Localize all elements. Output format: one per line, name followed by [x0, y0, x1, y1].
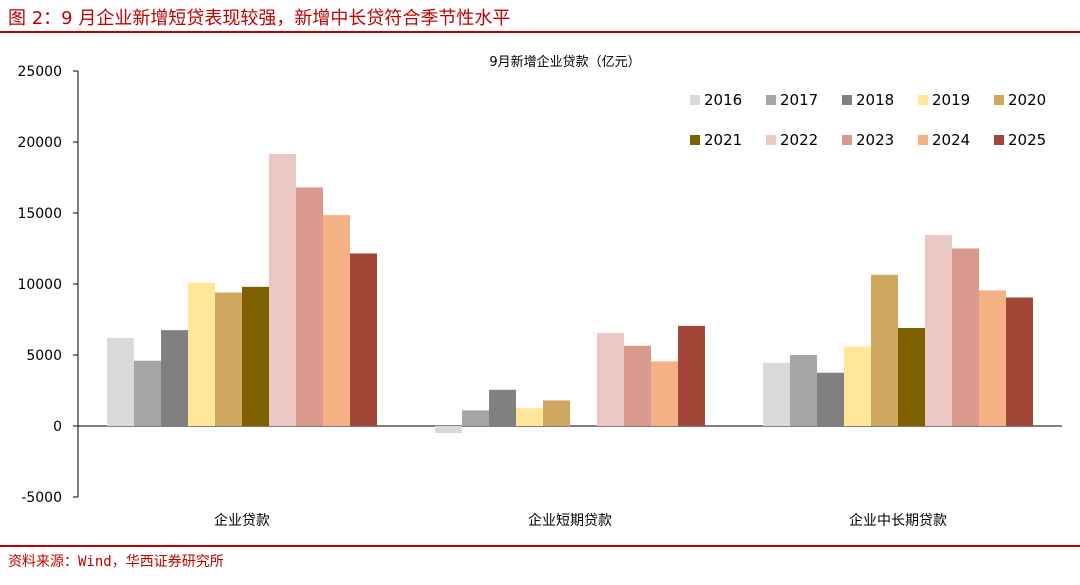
y-tick-label: 25000 — [17, 64, 62, 80]
source-note: 资料来源：Wind，华西证券研究所 — [8, 554, 224, 570]
legend-label-2018: 2018 — [856, 91, 894, 109]
bar-2025-2 — [1006, 297, 1033, 426]
bars — [107, 154, 1033, 434]
legend-swatch-2024 — [918, 135, 928, 145]
bar-2024-1 — [651, 361, 678, 426]
bar-2020-0 — [215, 292, 242, 426]
legend-label-2024: 2024 — [932, 131, 970, 149]
legend-label-2023: 2023 — [856, 131, 894, 149]
legend-swatch-2021 — [690, 135, 700, 145]
bar-2018-2 — [817, 372, 844, 426]
legend-swatch-2016 — [690, 95, 700, 105]
legend-swatch-2019 — [918, 95, 928, 105]
bar-2025-0 — [350, 253, 377, 426]
bar-2018-0 — [161, 330, 188, 426]
bar-2016-1 — [435, 426, 462, 434]
y-tick-label: -5000 — [21, 490, 62, 506]
y-tick-label: 0 — [53, 419, 62, 435]
bar-2020-2 — [871, 274, 898, 426]
legend-swatch-2025 — [994, 135, 1004, 145]
bar-2021-0 — [242, 286, 269, 426]
bar-2019-1 — [516, 408, 543, 426]
legend-swatch-2023 — [842, 135, 852, 145]
legend-swatch-2017 — [766, 95, 776, 105]
legend-label-2020: 2020 — [1008, 91, 1046, 109]
bar-2019-0 — [188, 282, 215, 426]
bar-2016-2 — [763, 362, 790, 426]
bar-2025-1 — [678, 325, 705, 426]
y-tick-label: 15000 — [17, 206, 62, 222]
legend-label-2017: 2017 — [780, 91, 818, 109]
bar-2023-0 — [296, 187, 323, 426]
legend-swatch-2022 — [766, 135, 776, 145]
legend-label-2019: 2019 — [932, 91, 970, 109]
bar-2017-1 — [462, 410, 489, 426]
bottom-rule — [0, 545, 1080, 547]
bar-2021-2 — [898, 328, 925, 426]
legend-label-2016: 2016 — [704, 91, 742, 109]
chart-title: 9月新增企业贷款（亿元） — [489, 54, 640, 70]
legend: 2016 2017 2018 2019 2020 2021 2022 2023 2024 2025 — [690, 91, 1046, 149]
x-category-label: 企业贷款 — [214, 512, 270, 529]
bar-2022-0 — [269, 154, 296, 426]
legend-swatch-2018 — [842, 95, 852, 105]
bar-2017-2 — [790, 355, 817, 426]
top-rule — [0, 31, 1080, 33]
legend-label-2022: 2022 — [780, 131, 818, 149]
y-tick-label: 5000 — [26, 348, 62, 364]
axes: -5000 0 5000 10000 15000 20000 25000 企业贷款 企业短期贷款… — [17, 64, 1062, 529]
bar-2020-1 — [543, 400, 570, 426]
bar-2023-2 — [952, 248, 979, 426]
bar-2022-2 — [925, 235, 952, 426]
y-tick-label: 20000 — [17, 135, 62, 151]
bar-2023-1 — [624, 345, 651, 426]
legend-swatch-2020 — [994, 95, 1004, 105]
x-category-label: 企业短期贷款 — [528, 512, 612, 529]
bar-2016-0 — [107, 337, 134, 426]
bar-2024-0 — [323, 215, 350, 426]
bar-2019-2 — [844, 346, 871, 426]
legend-label-2021: 2021 — [704, 131, 742, 149]
figure-title: 图 2：9 月企业新增短贷表现较强，新增中长贷符合季节性水平 — [8, 8, 511, 29]
bar-2018-1 — [489, 389, 516, 426]
bar-2022-1 — [597, 332, 624, 426]
y-tick-label: 10000 — [17, 277, 62, 293]
legend-label-2025: 2025 — [1008, 131, 1046, 149]
bar-2024-2 — [979, 290, 1006, 426]
bar-2017-0 — [134, 360, 161, 426]
x-category-label: 企业中长期贷款 — [849, 512, 947, 529]
